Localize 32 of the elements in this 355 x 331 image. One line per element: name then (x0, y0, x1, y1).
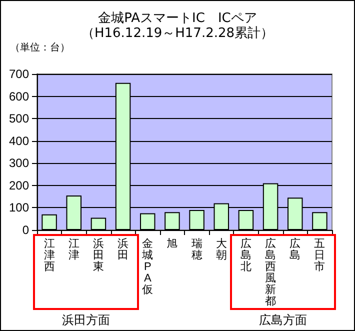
x-tick-label: 広島北 (240, 236, 252, 273)
y-axis-title: （単位：台） (10, 42, 70, 54)
x-tick-label: 江津西 (44, 238, 55, 273)
y-tick-label: 700 (8, 67, 30, 81)
x-tick-label: 金城PA仮 (141, 238, 154, 296)
chart-subtitle: （H16.12.19～H17.2.28累計） (81, 26, 274, 41)
y-tick-label: 600 (8, 89, 30, 104)
x-tick-label: 瑞穂 (191, 236, 202, 262)
y-tick-label: 400 (8, 134, 30, 148)
bar (189, 210, 204, 230)
chart-title: 金城PAスマートIC ICペア (98, 11, 257, 26)
bar (90, 218, 106, 230)
y-tick-label: 300 (8, 156, 30, 170)
bar (140, 213, 156, 230)
x-tick-label: 大朝 (216, 236, 227, 262)
x-tick-label: 浜田東 (92, 236, 104, 273)
bar (312, 212, 328, 230)
x-tick-label: 五日市 (314, 238, 326, 273)
y-tick-label: 100 (8, 200, 30, 215)
x-tick-label: 旭 (166, 236, 178, 250)
x-tick-label: 広島西風新都 (265, 236, 276, 308)
bar (238, 210, 254, 230)
x-tick-label: 広島 (290, 236, 301, 262)
text: 広島方面 (258, 312, 308, 329)
y-tick-label: 0 (22, 223, 30, 237)
bar (164, 212, 180, 230)
bar (42, 214, 57, 230)
y-tick-label: 200 (8, 178, 30, 192)
y-tick-label: 500 (8, 112, 30, 126)
x-tick-label: 江津 (68, 238, 80, 262)
x-tick-label: 浜田 (118, 236, 129, 262)
text: 浜田方面 (61, 312, 112, 329)
